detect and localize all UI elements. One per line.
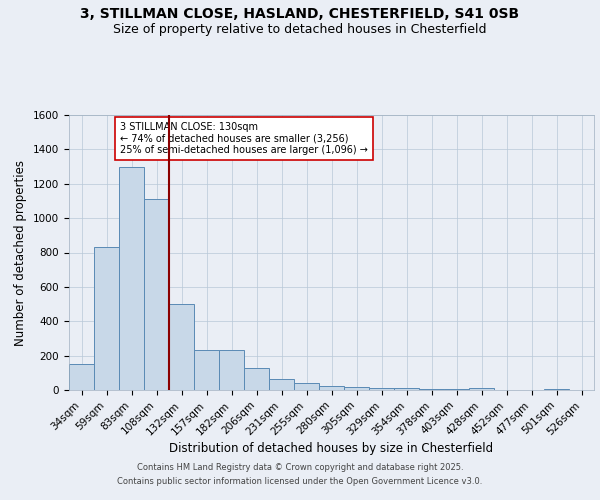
Text: Contains HM Land Registry data © Crown copyright and database right 2025.: Contains HM Land Registry data © Crown c… [137, 464, 463, 472]
Bar [269, 379, 294, 390]
Bar [119, 166, 144, 390]
Bar [144, 199, 169, 390]
Bar [94, 248, 119, 390]
Bar [244, 368, 269, 390]
Y-axis label: Number of detached properties: Number of detached properties [14, 160, 28, 346]
Bar [544, 389, 569, 390]
Bar [169, 304, 194, 390]
Bar [319, 386, 344, 390]
Text: Contains public sector information licensed under the Open Government Licence v3: Contains public sector information licen… [118, 477, 482, 486]
Bar [369, 388, 394, 390]
Text: 3, STILLMAN CLOSE, HASLAND, CHESTERFIELD, S41 0SB: 3, STILLMAN CLOSE, HASLAND, CHESTERFIELD… [80, 8, 520, 22]
Bar [344, 388, 369, 390]
Text: Size of property relative to detached houses in Chesterfield: Size of property relative to detached ho… [113, 22, 487, 36]
Bar [294, 383, 319, 390]
Bar [444, 389, 469, 390]
Bar [219, 350, 244, 390]
Text: 3 STILLMAN CLOSE: 130sqm
← 74% of detached houses are smaller (3,256)
25% of sem: 3 STILLMAN CLOSE: 130sqm ← 74% of detach… [120, 122, 368, 155]
Bar [419, 389, 444, 390]
Bar [194, 350, 219, 390]
X-axis label: Distribution of detached houses by size in Chesterfield: Distribution of detached houses by size … [169, 442, 494, 455]
Bar [394, 388, 419, 390]
Bar [469, 388, 494, 390]
Bar [69, 364, 94, 390]
